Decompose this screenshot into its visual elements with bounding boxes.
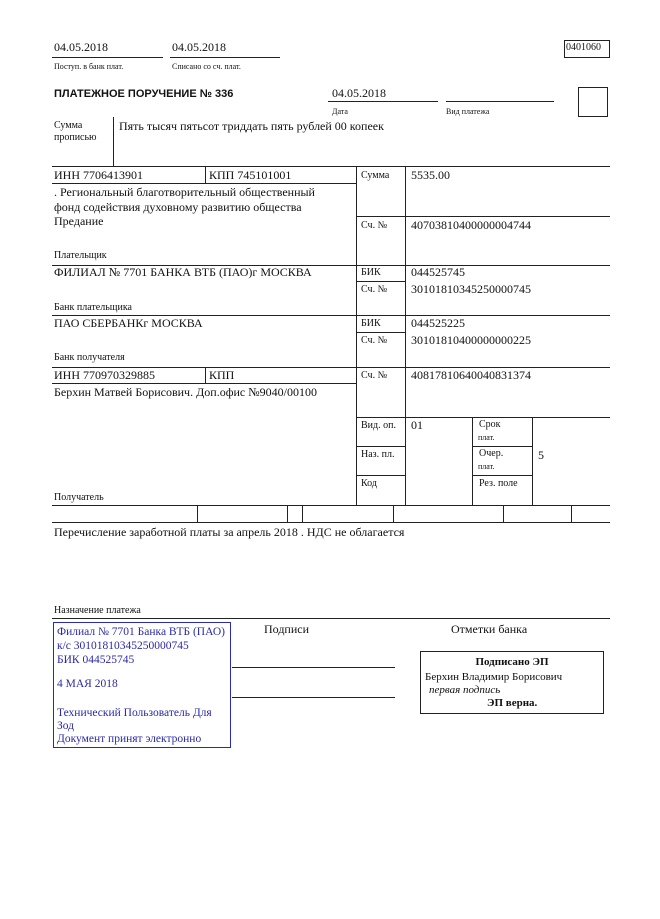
received-date: 04.05.2018 xyxy=(54,40,108,54)
due-label: Срок xyxy=(479,419,501,430)
signatures-label: Подписи xyxy=(264,622,310,636)
amount-words-label: прописью xyxy=(54,132,97,143)
debited-label: Списано со сч. плат. xyxy=(172,62,241,71)
amount-label: Сумма xyxy=(361,170,390,181)
stamp-line: Технический Пользователь Для xyxy=(57,707,212,719)
order-date: 04.05.2018 xyxy=(332,86,386,100)
account-label: Сч. № xyxy=(361,220,388,231)
amount-words-label: Сумма xyxy=(54,120,83,131)
priority-label: плат. xyxy=(478,462,495,471)
payer-bank-name: ФИЛИАЛ № 7701 БАНКА ВТБ (ПАО)г МОСКВА xyxy=(54,265,312,279)
priority-value: 5 xyxy=(538,448,544,462)
payer-bank-label: Банк плательщика xyxy=(54,302,132,313)
bik-label: БИК xyxy=(361,318,381,329)
payee-account: 40817810640040831374 xyxy=(411,368,531,382)
purpose-code-label: Наз. пл. xyxy=(361,449,395,460)
payer-kpp: КПП 745101001 xyxy=(209,168,292,182)
code-label: Код xyxy=(361,478,377,489)
payer-name: фонд содействия духовному развитию общес… xyxy=(54,200,302,214)
e-signature-title: Подписано ЭП xyxy=(475,656,549,668)
e-signature-status: ЭП верна. xyxy=(487,697,538,709)
payer-inn: ИНН 7706413901 xyxy=(54,168,143,182)
form-code: 0401060 xyxy=(566,42,601,53)
payer-account: 40703810400000004744 xyxy=(411,218,531,232)
stamp-line: к/с 30101810345250000745 xyxy=(57,640,189,652)
priority-label: Очер. xyxy=(479,448,504,459)
signature-line xyxy=(232,667,395,668)
stamp-line: Документ принят электронно xyxy=(57,733,202,745)
bik-label: БИК xyxy=(361,267,381,278)
e-signature-role: первая подпись xyxy=(429,684,501,696)
reserve-label: Рез. поле xyxy=(479,478,518,489)
payer-name: . Региональный благотворительный обществ… xyxy=(54,185,315,199)
op-type-value: 01 xyxy=(411,418,423,432)
received-label: Поступ. в банк плат. xyxy=(54,62,124,71)
stamp-line: Филиал № 7701 Банка ВТБ (ПАО) xyxy=(57,626,225,638)
payer-name: Предание xyxy=(54,214,104,228)
payee-bank-label: Банк получателя xyxy=(54,352,125,363)
payer-bank-bik: 044525745 xyxy=(411,265,465,279)
payment-type-label: Вид платежа xyxy=(446,107,490,116)
account-label: Сч. № xyxy=(361,335,388,346)
purpose-label: Назначение платежа xyxy=(54,605,141,616)
payee-name: Берхин Матвей Борисович. Доп.офис №9040/… xyxy=(54,385,318,399)
e-signature-box: Подписано ЭП Берхин Владимир Борисович п… xyxy=(420,651,604,714)
stamp-line: 4 МАЯ 2018 xyxy=(57,678,118,690)
bank-stamp: Филиал № 7701 Банка ВТБ (ПАО) к/с 301018… xyxy=(53,622,231,748)
payee-kpp: КПП xyxy=(209,368,235,382)
bank-marks-label: Отметки банка xyxy=(451,622,528,636)
payment-purpose: Перечисление заработной платы за апрель … xyxy=(54,525,405,539)
e-signature-signer: Берхин Владимир Борисович xyxy=(425,671,563,683)
payee-inn: ИНН 770970329885 xyxy=(54,368,155,382)
debited-date: 04.05.2018 xyxy=(172,40,226,54)
payee-bank-account: 30101810400000000225 xyxy=(411,333,531,347)
payee-bank-bik: 044525225 xyxy=(411,316,465,330)
payment-status-box xyxy=(578,87,608,117)
amount-words: Пять тысяч пятьсот триддать пять рублей … xyxy=(119,119,384,133)
account-label: Сч. № xyxy=(361,284,388,295)
payee-label: Получатель xyxy=(54,492,104,503)
account-label: Сч. № xyxy=(361,370,388,381)
page-title: ПЛАТЕЖНОЕ ПОРУЧЕНИЕ № 336 xyxy=(54,88,234,100)
op-type-label: Вид. оп. xyxy=(361,420,396,431)
stamp-line: БИК 044525745 xyxy=(57,654,135,666)
payee-bank-name: ПАО СБЕРБАНКг МОСКВА xyxy=(54,316,203,330)
date-label: Дата xyxy=(332,107,348,116)
due-label: плат. xyxy=(478,433,495,442)
payer-bank-account: 30101810345250000745 xyxy=(411,282,531,296)
amount-value: 5535.00 xyxy=(411,168,450,182)
signature-line xyxy=(232,697,395,698)
stamp-line: Зод xyxy=(57,720,75,732)
payer-label: Плательщик xyxy=(54,250,107,261)
